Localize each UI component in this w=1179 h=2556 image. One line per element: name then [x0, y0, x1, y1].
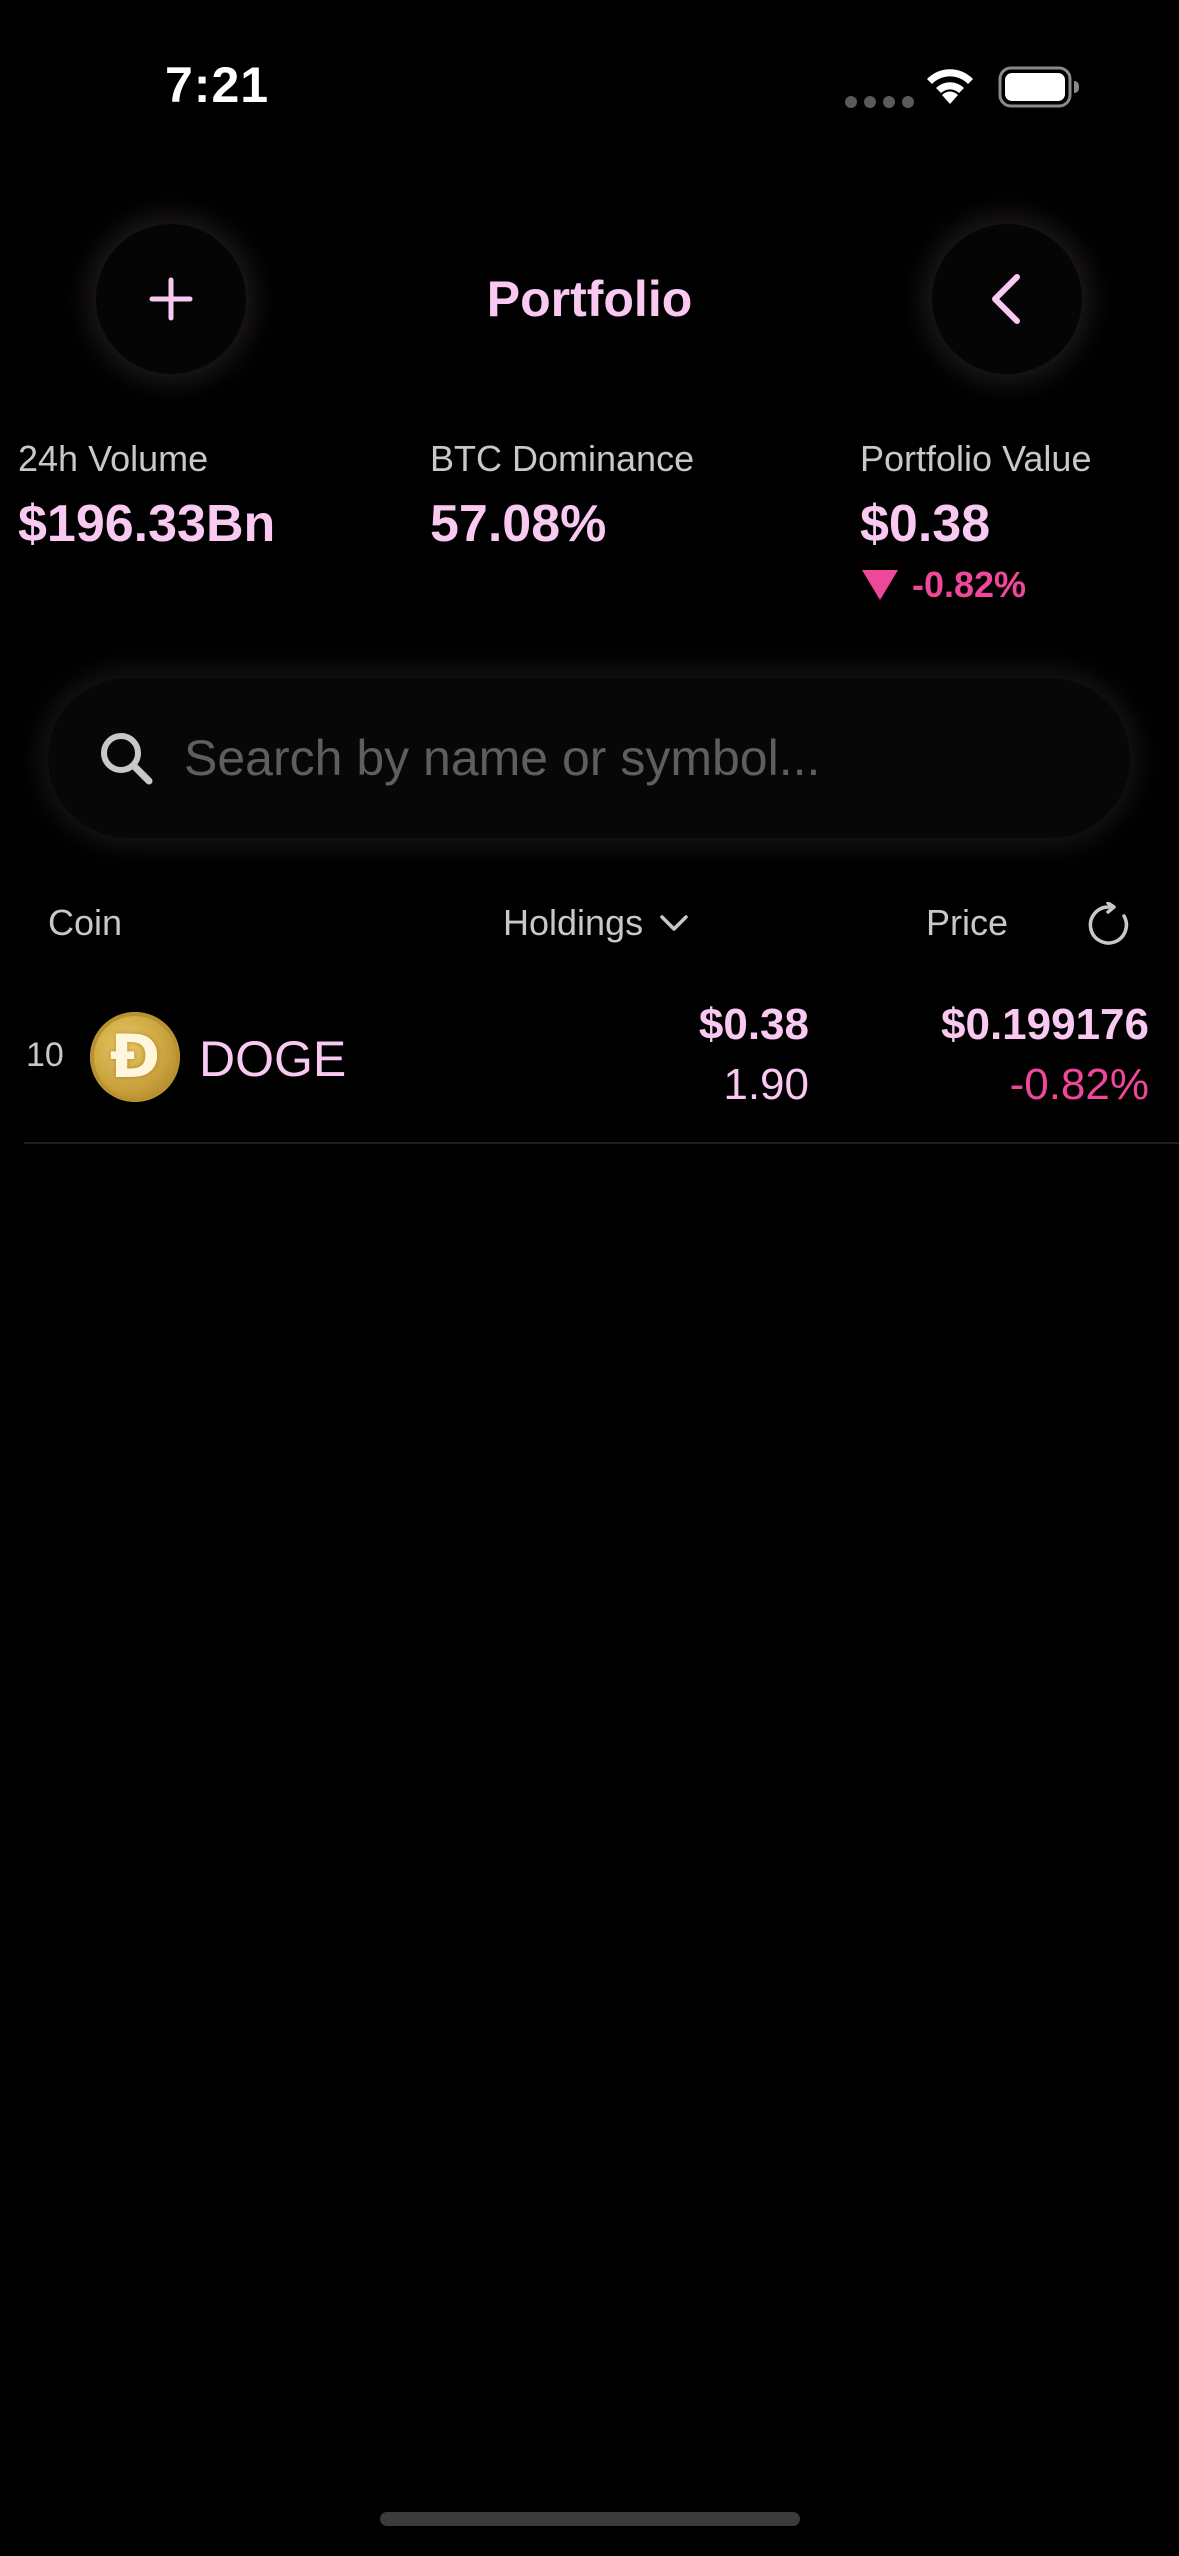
- portfolio-change-value: -0.82%: [912, 564, 1027, 605]
- portfolio-change: -0.82%: [862, 564, 1026, 606]
- coin-logo-letter: Đ: [109, 1022, 161, 1092]
- volume-label: 24h Volume: [18, 438, 209, 479]
- refresh-icon[interactable]: [1086, 902, 1132, 948]
- portfolio-value-label: Portfolio Value: [860, 438, 1092, 479]
- chevron-left-icon: [992, 274, 1020, 324]
- triangle-down-icon: [862, 570, 898, 600]
- plus-icon: [149, 277, 193, 321]
- signal-dots-icon: [845, 96, 914, 108]
- holding-value: $0.38: [698, 1000, 809, 1049]
- back-button[interactable]: [932, 224, 1082, 374]
- battery-icon: [998, 66, 1079, 108]
- table-row[interactable]: 10 Đ DOGE $0.38 1.90 $0.199176 -0.82%: [24, 990, 1179, 1144]
- column-holdings-label: Holdings: [503, 902, 644, 943]
- volume-value: $196.33Bn: [18, 495, 276, 553]
- home-indicator[interactable]: [380, 2512, 800, 2526]
- coin-rank: 10: [26, 1036, 64, 1074]
- btc-dominance-label: BTC Dominance: [430, 438, 695, 479]
- btc-dominance-value: 57.08%: [430, 495, 607, 553]
- search-icon: [101, 733, 153, 785]
- status-time: 7:21: [165, 57, 270, 113]
- portfolio-value: $0.38: [860, 495, 991, 553]
- column-holdings[interactable]: Holdings: [503, 902, 689, 944]
- column-price[interactable]: Price: [926, 902, 1009, 943]
- chevron-down-icon: [660, 915, 688, 931]
- holding-quantity: 1.90: [723, 1060, 809, 1109]
- coin-price: $0.199176: [941, 1000, 1149, 1049]
- wifi-icon: [927, 69, 973, 104]
- add-coin-button[interactable]: [96, 224, 246, 374]
- coin-price-change: -0.82%: [1009, 1060, 1149, 1109]
- doge-logo-icon: Đ: [90, 1012, 180, 1102]
- search-input[interactable]: [182, 728, 1006, 788]
- coin-symbol: DOGE: [199, 1031, 347, 1087]
- column-coin[interactable]: Coin: [48, 902, 123, 943]
- search-bar[interactable]: [48, 678, 1130, 838]
- page-title: Portfolio: [486, 271, 693, 327]
